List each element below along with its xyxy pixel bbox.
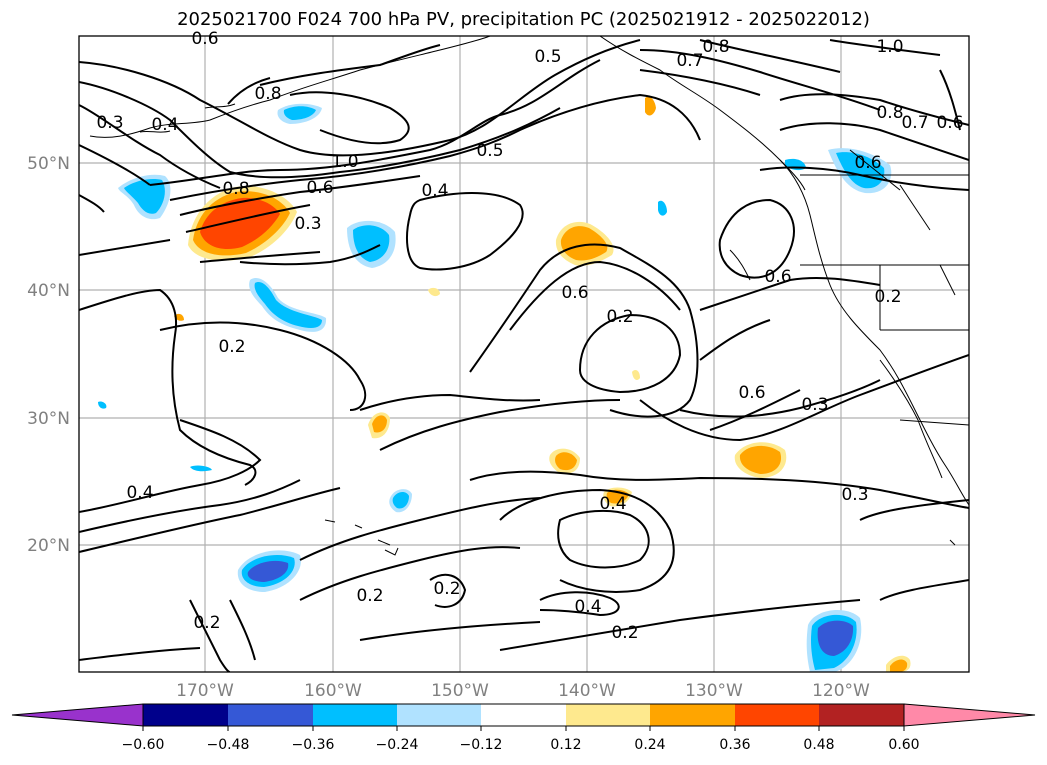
contour-label: 0.2 xyxy=(356,586,383,606)
contour-label: 0.8 xyxy=(702,37,729,57)
contour-label: 0.7 xyxy=(676,51,703,71)
contour-label: 0.4 xyxy=(599,494,626,514)
contour-label: 0.5 xyxy=(476,141,503,161)
contour-label: 0.6 xyxy=(561,283,588,303)
coastlines xyxy=(89,36,969,556)
colorbar-segment xyxy=(481,704,566,726)
contour-label: 0.2 xyxy=(874,287,901,307)
contour-label: 0.6 xyxy=(738,383,765,403)
lat-label: 40°N xyxy=(27,281,70,301)
colorbar: −0.60 −0.48 −0.36 −0.24 −0.12 0.12 0.24 … xyxy=(11,703,1036,753)
lat-label: 50°N xyxy=(27,154,70,174)
colorbar-segment xyxy=(313,704,397,726)
colorbar-tick-label: 0.60 xyxy=(888,737,919,753)
contour-label: 1.0 xyxy=(876,37,903,57)
lon-label: 160°W xyxy=(304,681,362,701)
contour-label: 0.3 xyxy=(841,485,868,505)
latitude-labels: 50°N 40°N 30°N 20°N xyxy=(27,154,70,556)
contour-label: 0.3 xyxy=(801,395,828,415)
colorbar-segment xyxy=(735,704,819,726)
colorbar-tick-label: 0.48 xyxy=(803,737,834,753)
contour-label: 0.4 xyxy=(126,483,153,503)
map-background xyxy=(79,36,969,672)
lon-label: 130°W xyxy=(685,681,743,701)
contour-label: 0.6 xyxy=(764,267,791,287)
colorbar-segment xyxy=(650,704,735,726)
plot-border xyxy=(78,35,970,673)
colorbar-tick-label: 0.24 xyxy=(634,737,665,753)
colorbar-frame xyxy=(142,703,905,727)
colorbar-extend-max xyxy=(903,703,1036,727)
contour-label: 0.4 xyxy=(421,181,448,201)
contour-label: 0.8 xyxy=(222,179,249,199)
contour-label: 0.5 xyxy=(534,47,561,67)
colorbar-tick-label: −0.48 xyxy=(207,737,250,753)
gridlines xyxy=(79,36,969,672)
contour-label: 0.6 xyxy=(936,113,963,133)
colorbar-segment xyxy=(397,704,481,726)
contour-label: 0.3 xyxy=(96,113,123,133)
lon-label: 140°W xyxy=(558,681,616,701)
colorbar-segment xyxy=(566,704,650,726)
colorbar-segment xyxy=(819,704,904,726)
contour-label: 0.3 xyxy=(294,214,321,234)
colorbar-tick-label: 0.12 xyxy=(550,737,581,753)
contour-label: 0.6 xyxy=(306,178,333,198)
lon-label: 170°W xyxy=(176,681,234,701)
contour-labels: 0.5 0.8 1.0 0.3 0.4 0.8 1.0 0.5 0.6 0.8 … xyxy=(96,29,963,643)
contour-label: 0.2 xyxy=(606,307,633,327)
lon-label: 120°W xyxy=(812,681,870,701)
contour-label: 0.2 xyxy=(218,337,245,357)
colorbar-segment xyxy=(228,704,313,726)
contour-label: 1.0 xyxy=(331,152,358,172)
contour-label: 0.8 xyxy=(876,103,903,123)
colorbar-extend-min xyxy=(11,703,144,727)
lat-label: 20°N xyxy=(27,536,70,556)
contour-label: 0.2 xyxy=(433,579,460,599)
colorbar-segment xyxy=(143,704,228,726)
colorbar-tick-label: −0.36 xyxy=(292,737,335,753)
lon-label: 150°W xyxy=(431,681,489,701)
contour-label: 0.2 xyxy=(193,613,220,633)
colorbar-tick-label: −0.12 xyxy=(460,737,503,753)
contour-label: 0.4 xyxy=(574,597,601,617)
colorbar-tick-label: −0.60 xyxy=(122,737,165,753)
lat-label: 30°N xyxy=(27,409,70,429)
chart-title: 2025021700 F024 700 hPa PV, precipitatio… xyxy=(177,9,870,30)
colorbar-tick-label: −0.24 xyxy=(376,737,419,753)
contour-label: 0.7 xyxy=(901,113,928,133)
longitude-labels: 170°W 160°W 150°W 140°W 130°W 120°W xyxy=(176,681,870,701)
contour-label: 0.2 xyxy=(611,623,638,643)
pv-contours xyxy=(79,39,969,672)
contour-label: 0.6 xyxy=(854,153,881,173)
contour-label: 0.6 xyxy=(191,29,218,49)
colorbar-tick-label: 0.36 xyxy=(719,737,750,753)
contour-label: 0.4 xyxy=(151,115,178,135)
contour-label: 0.8 xyxy=(254,84,281,104)
